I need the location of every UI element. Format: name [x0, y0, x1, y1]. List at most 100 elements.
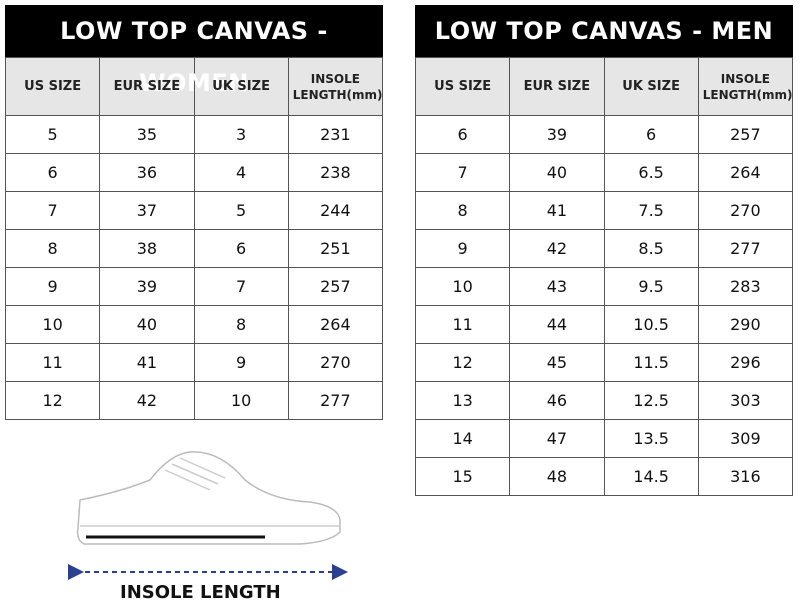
- size-cell: 12: [414, 343, 511, 382]
- size-cell: 7: [414, 153, 511, 192]
- size-cell: 41: [509, 191, 605, 230]
- size-row: 10 40 8 264: [4, 305, 384, 344]
- size-row: 9 39 7 257: [4, 267, 384, 306]
- size-row: 11 44 10.5 290: [414, 305, 794, 344]
- size-row: 9 42 8.5 277: [414, 229, 794, 268]
- men-size-table: LOW TOP CANVAS - MEN US SIZE EUR SIZE UK SI…: [414, 5, 794, 496]
- size-cell: 283: [697, 267, 794, 306]
- size-cell: 40: [509, 153, 605, 192]
- size-row: 7 37 5 244: [4, 191, 384, 230]
- size-cell: 10: [4, 305, 101, 344]
- insole-length-label: INSOLE LENGTH: [120, 582, 281, 603]
- header-row: US SIZE EUR SIZE UK SIZE INSOLE LENGTH(mm): [414, 57, 794, 116]
- size-cell: 8.5: [603, 229, 699, 268]
- size-cell: 40: [99, 305, 195, 344]
- size-cell: 43: [509, 267, 605, 306]
- size-cell: 11: [414, 305, 511, 344]
- size-row: 15 48 14.5 316: [414, 457, 794, 496]
- size-cell: 9: [193, 343, 289, 382]
- header-row: US SIZE EUR SIZE UK SIZE INSOLE LENGTH(mm): [4, 57, 384, 116]
- size-cell: 10.5: [603, 305, 699, 344]
- size-cell: 264: [287, 305, 384, 344]
- size-cell: 6: [193, 229, 289, 268]
- size-cell: 270: [697, 191, 794, 230]
- size-cell: 11.5: [603, 343, 699, 382]
- size-cell: 9: [414, 229, 511, 268]
- size-cell: 9.5: [603, 267, 699, 306]
- size-cell: 46: [509, 381, 605, 420]
- size-cell: 6.5: [603, 153, 699, 192]
- size-cell: 8: [414, 191, 511, 230]
- size-cell: 10: [414, 267, 511, 306]
- column-header: US SIZE: [414, 57, 511, 116]
- size-cell: 13: [414, 381, 511, 420]
- column-header: INSOLE LENGTH(mm): [697, 57, 794, 116]
- size-cell: 7: [193, 267, 289, 306]
- size-cell: 303: [697, 381, 794, 420]
- size-cell: 44: [509, 305, 605, 344]
- size-cell: 277: [697, 229, 794, 268]
- size-row: 5 35 3 231: [4, 115, 384, 154]
- size-table: US SIZE EUR SIZE UK SIZE INSOLE LENGTH(mm) 6…: [414, 57, 794, 496]
- size-cell: 264: [697, 153, 794, 192]
- size-cell: 6: [603, 115, 699, 154]
- size-cell: 231: [287, 115, 384, 154]
- size-cell: 296: [697, 343, 794, 382]
- size-cell: 11: [4, 343, 101, 382]
- size-cell: 14: [414, 419, 511, 458]
- women-size-table: LOW TOP CANVAS - WOMEN US SIZE EUR SIZE UK …: [4, 5, 384, 420]
- size-row: 14 47 13.5 309: [414, 419, 794, 458]
- size-cell: 257: [287, 267, 384, 306]
- column-header: INSOLE LENGTH(mm): [287, 57, 384, 116]
- size-cell: 13.5: [603, 419, 699, 458]
- size-row: 13 46 12.5 303: [414, 381, 794, 420]
- size-cell: 6: [4, 153, 101, 192]
- size-cell: 238: [287, 153, 384, 192]
- size-cell: 12.5: [603, 381, 699, 420]
- size-cell: 257: [697, 115, 794, 154]
- size-cell: 39: [509, 115, 605, 154]
- column-header: US SIZE: [4, 57, 101, 116]
- size-cell: 39: [99, 267, 195, 306]
- size-row: 8 41 7.5 270: [414, 191, 794, 230]
- shoe-illustration: [68, 451, 348, 580]
- size-cell: 5: [4, 115, 101, 154]
- size-cell: 277: [287, 381, 384, 420]
- size-cell: 4: [193, 153, 289, 192]
- size-cell: 38: [99, 229, 195, 268]
- size-cell: 8: [4, 229, 101, 268]
- size-cell: 290: [697, 305, 794, 344]
- size-row: 10 43 9.5 283: [414, 267, 794, 306]
- size-row: 12 45 11.5 296: [414, 343, 794, 382]
- size-row: 6 39 6 257: [414, 115, 794, 154]
- size-row: 8 38 6 251: [4, 229, 384, 268]
- size-cell: 42: [509, 229, 605, 268]
- size-cell: 14.5: [603, 457, 699, 496]
- size-cell: 316: [697, 457, 794, 496]
- size-cell: 8: [193, 305, 289, 344]
- size-cell: 9: [4, 267, 101, 306]
- size-cell: 10: [193, 381, 289, 420]
- size-cell: 3: [193, 115, 289, 154]
- size-cell: 45: [509, 343, 605, 382]
- size-table: US SIZE EUR SIZE UK SIZE INSOLE LENGTH(mm) 5…: [4, 57, 384, 420]
- column-header: UK SIZE: [603, 57, 699, 116]
- size-cell: 251: [287, 229, 384, 268]
- size-cell: 36: [99, 153, 195, 192]
- size-cell: 35: [99, 115, 195, 154]
- size-cell: 6: [414, 115, 511, 154]
- size-cell: 7: [4, 191, 101, 230]
- column-header: EUR SIZE: [509, 57, 605, 116]
- table-title: LOW TOP CANVAS - MEN: [415, 5, 793, 57]
- table-title: LOW TOP CANVAS - WOMEN: [5, 5, 383, 97]
- size-row: 12 42 10 277: [4, 381, 384, 420]
- size-row: 6 36 4 238: [4, 153, 384, 192]
- size-cell: 5: [193, 191, 289, 230]
- size-cell: 47: [509, 419, 605, 458]
- size-cell: 48: [509, 457, 605, 496]
- size-row: 11 41 9 270: [4, 343, 384, 382]
- size-cell: 244: [287, 191, 384, 230]
- size-cell: 37: [99, 191, 195, 230]
- size-cell: 270: [287, 343, 384, 382]
